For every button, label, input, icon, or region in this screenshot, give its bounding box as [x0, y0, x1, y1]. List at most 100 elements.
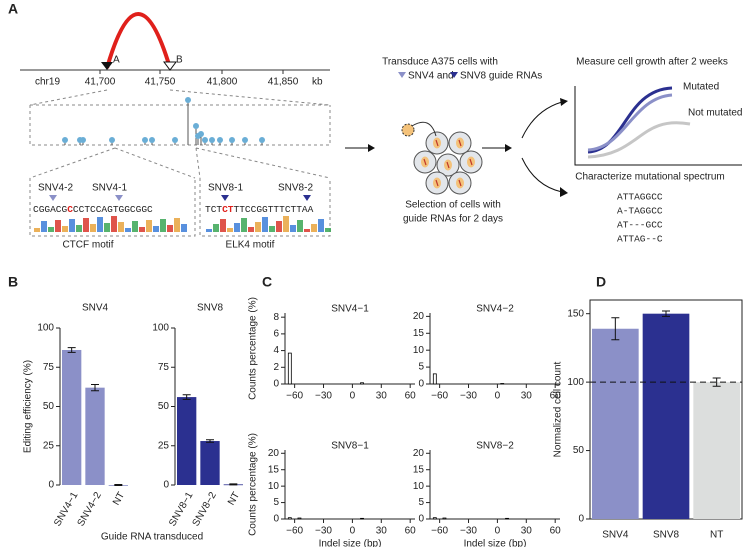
error-bar — [206, 439, 214, 443]
x-tick-label: 0 — [495, 526, 501, 537]
logo-glyph — [181, 224, 187, 232]
y-axis-label: Counts percentage (%) — [248, 297, 259, 400]
y-tick-label: 50 — [158, 401, 170, 412]
lollipop-head — [142, 137, 148, 143]
y-tick-label: 10 — [268, 481, 280, 492]
y-tick-label: 15 — [413, 464, 425, 475]
y-tick-label: 20 — [413, 311, 425, 322]
chart-title: SNV8 — [197, 303, 224, 314]
error-bar — [662, 310, 670, 317]
guide-label: SNV4-1 — [92, 183, 127, 194]
logo-glyph — [269, 226, 275, 232]
seq-part: CGGACG — [33, 204, 68, 215]
y-tick-label: 20 — [413, 448, 425, 459]
variant-lollipops — [62, 97, 265, 145]
guide — [458, 139, 462, 147]
logo-glyph — [167, 225, 173, 232]
step-text: SNV4 and — [408, 71, 454, 82]
bar — [297, 517, 302, 520]
bar — [200, 441, 220, 485]
bar — [693, 382, 740, 519]
chart-title: SNV4−1 — [331, 304, 369, 315]
loop-arc — [105, 12, 172, 69]
anchor — [101, 62, 113, 70]
y-tick-label: 0 — [418, 514, 424, 525]
logo-glyph — [55, 220, 61, 232]
x-tick-label: 30 — [521, 526, 533, 537]
lollipop-head — [185, 97, 191, 103]
x-tick-label: 60 — [550, 526, 562, 537]
error-bar — [67, 347, 76, 353]
x-tick-label: SNV8 — [653, 530, 680, 541]
y-tick-label: 2 — [273, 362, 279, 373]
x-tick-label: 30 — [521, 391, 533, 402]
y-tick-label: 8 — [273, 312, 279, 323]
y-tick-label: 50 — [573, 445, 585, 456]
arrow — [521, 101, 563, 139]
panel-label: B — [8, 274, 18, 290]
lollipop-head — [202, 137, 208, 143]
y-tick-label: 0 — [48, 480, 54, 491]
y-tick-label: 10 — [413, 345, 425, 356]
guide-label: SNV8-1 — [208, 183, 243, 194]
logo-glyph — [234, 223, 240, 232]
x-tick-label: 60 — [550, 391, 562, 402]
motif-label: ELK4 motif — [226, 240, 275, 251]
panel-label: A — [8, 1, 18, 17]
logo-glyph — [76, 225, 82, 232]
logo-glyph — [174, 218, 180, 232]
logo-glyph — [41, 221, 47, 232]
x-tick-label: SNV4 — [602, 530, 629, 541]
y-tick-label: 0 — [273, 379, 279, 390]
x-tick-label: 0 — [350, 391, 356, 402]
step-text: SNV8 guide RNAs — [460, 71, 542, 82]
x-tick-label: NT — [111, 490, 127, 507]
guide — [423, 158, 427, 166]
logo-glyph — [248, 227, 254, 232]
y-tick-label: 15 — [268, 464, 280, 475]
step-text: guide RNAs for 2 days — [403, 214, 503, 225]
bar — [85, 387, 105, 485]
x-tick-label: 30 — [376, 391, 388, 402]
logo-glyph — [220, 219, 226, 232]
sequence: TCTCTTTCCGGTTTCTTAA — [205, 204, 314, 215]
logo-glyph — [48, 227, 54, 232]
growth-curve — [587, 93, 673, 152]
alignment: AT---GCC — [617, 220, 663, 231]
x-tick-label: 60 — [405, 391, 417, 402]
x-tick-label: −30 — [315, 526, 332, 537]
cell-cluster — [413, 131, 483, 195]
chart-title: SNV8−1 — [331, 441, 369, 452]
logo-glyph — [318, 219, 324, 232]
seq-part: CCTCCAGTGGCGGC — [73, 204, 153, 215]
logo-glyph — [111, 216, 117, 232]
bar — [287, 517, 292, 520]
error-bar — [182, 394, 191, 400]
y-tick-label: 75 — [43, 362, 55, 373]
y-tick-label: 20 — [268, 448, 280, 459]
bar — [442, 517, 447, 520]
curve-label: Mutated — [683, 82, 719, 93]
lollipop-head — [217, 137, 223, 143]
x-axis-label: Indel size (bp) — [319, 539, 382, 547]
lollipop-head — [149, 137, 155, 143]
y-tick-label: 100 — [37, 323, 54, 334]
x-tick-label: −60 — [286, 526, 303, 537]
bar — [177, 397, 197, 485]
error-bar — [229, 483, 238, 486]
y-axis-label: Normalized cell count — [553, 361, 564, 457]
logo-glyph — [213, 224, 219, 232]
y-tick-label: 15 — [413, 328, 425, 339]
alignment: ATTAG--C — [617, 234, 663, 245]
y-tick-label: 0 — [578, 514, 584, 525]
x-tick-label: −30 — [315, 391, 332, 402]
curve-label: Not mutated — [688, 108, 742, 119]
y-tick-label: 0 — [418, 379, 424, 390]
panel-label: C — [262, 274, 272, 290]
x-tick-label: −60 — [431, 391, 448, 402]
lollipop-head — [198, 131, 204, 137]
error-bar — [114, 484, 123, 486]
y-tick-label: 50 — [43, 401, 55, 412]
lollipop-head — [193, 123, 199, 129]
